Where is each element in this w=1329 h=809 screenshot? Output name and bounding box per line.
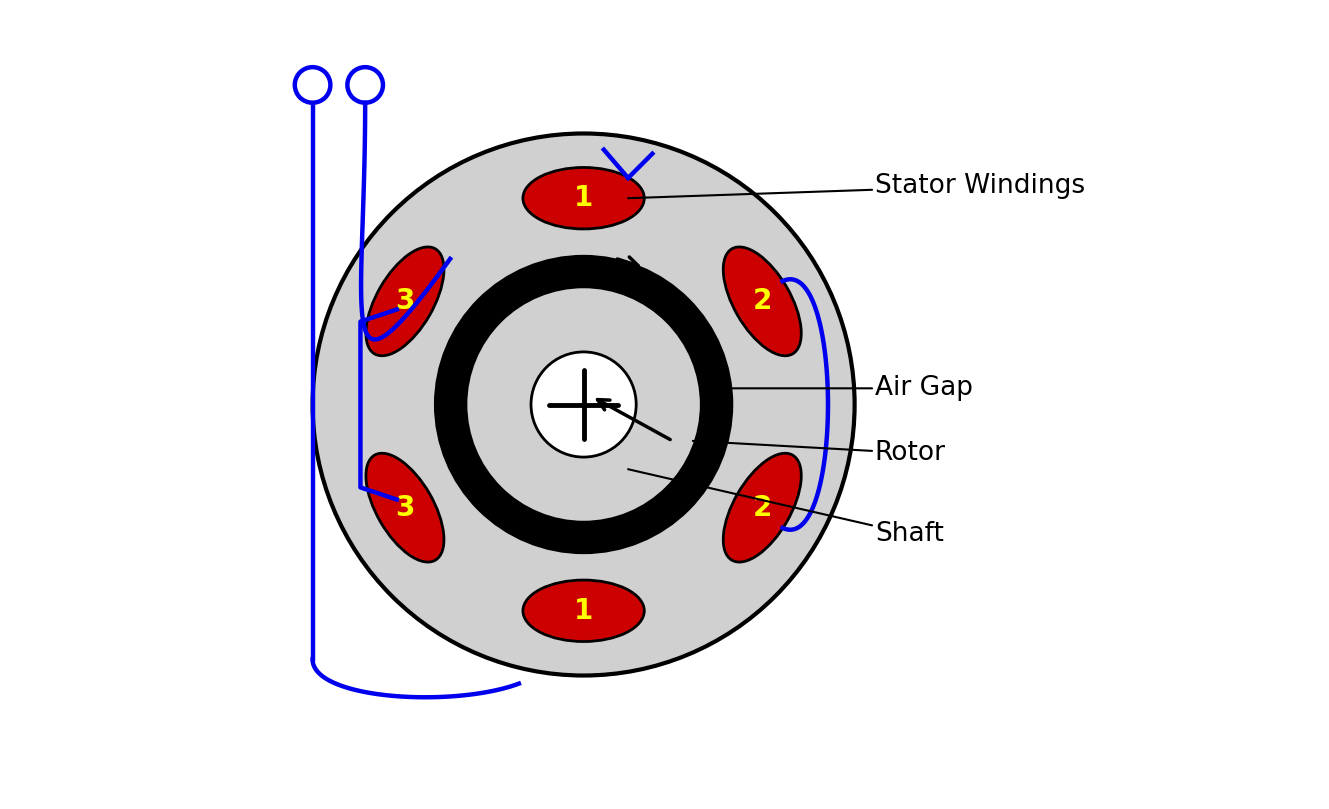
Circle shape [575,530,591,546]
Circle shape [466,287,700,522]
Circle shape [525,273,541,290]
Text: Air Gap: Air Gap [726,375,973,401]
Circle shape [575,263,591,279]
Text: 3: 3 [395,493,415,522]
Text: 1: 1 [574,184,593,212]
Text: 3: 3 [395,287,415,316]
Text: 2: 2 [752,493,772,522]
Text: Shaft: Shaft [629,469,944,547]
Text: Stator Windings: Stator Windings [629,173,1084,199]
Circle shape [699,345,715,362]
Circle shape [481,302,497,318]
Circle shape [532,352,637,457]
Circle shape [443,396,459,413]
Circle shape [699,447,715,464]
Circle shape [626,273,643,290]
Circle shape [481,491,497,507]
Circle shape [708,396,726,413]
Circle shape [525,519,541,536]
Circle shape [312,133,855,676]
Text: Rotor: Rotor [692,440,946,466]
Circle shape [626,519,643,536]
Circle shape [670,491,686,507]
Ellipse shape [365,247,444,356]
Ellipse shape [723,247,801,356]
Text: 1: 1 [574,597,593,625]
Text: 2: 2 [752,287,772,316]
Circle shape [670,302,686,318]
Circle shape [435,255,734,554]
Ellipse shape [723,453,801,562]
Circle shape [452,345,468,362]
Ellipse shape [522,167,645,229]
Circle shape [452,447,468,464]
Ellipse shape [365,453,444,562]
Ellipse shape [522,580,645,642]
